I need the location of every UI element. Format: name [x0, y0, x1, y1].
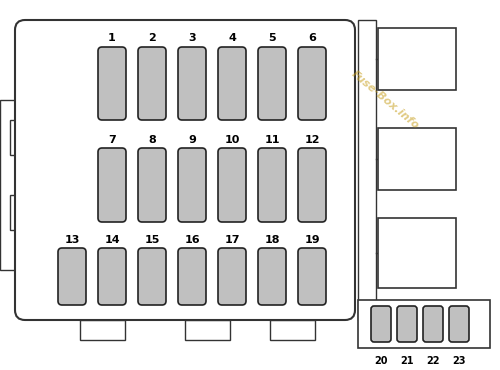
FancyBboxPatch shape [178, 148, 206, 222]
Text: 19: 19 [304, 235, 320, 245]
Text: 23: 23 [452, 356, 466, 366]
Text: 16: 16 [184, 235, 200, 245]
Text: 3: 3 [188, 33, 196, 43]
Text: 6: 6 [308, 33, 316, 43]
Text: 14: 14 [104, 235, 120, 245]
Bar [10, 195, 25, 230]
Text: 9: 9 [188, 135, 196, 145]
Text: 8: 8 [148, 135, 156, 145]
Text: 7: 7 [108, 135, 116, 145]
FancyBboxPatch shape [258, 248, 286, 305]
Text: 15: 15 [144, 235, 160, 245]
FancyBboxPatch shape [397, 306, 417, 342]
FancyBboxPatch shape [298, 248, 326, 305]
Bar [0, 100, 15, 270]
FancyBboxPatch shape [58, 248, 86, 305]
Bar [270, 320, 315, 340]
Text: 4: 4 [228, 33, 236, 43]
FancyBboxPatch shape [258, 148, 286, 222]
Text: 11: 11 [264, 135, 280, 145]
Text: 21: 21 [400, 356, 414, 366]
Text: 22: 22 [426, 356, 440, 366]
Text: 10: 10 [224, 135, 240, 145]
FancyBboxPatch shape [15, 20, 355, 320]
FancyBboxPatch shape [138, 47, 166, 120]
FancyBboxPatch shape [449, 306, 469, 342]
Text: 5: 5 [268, 33, 276, 43]
Bar [185, 320, 230, 340]
Bar [358, 300, 490, 348]
Text: 1: 1 [108, 33, 116, 43]
Text: 18: 18 [264, 235, 280, 245]
Bar [80, 320, 125, 340]
FancyBboxPatch shape [98, 47, 126, 120]
FancyBboxPatch shape [298, 47, 326, 120]
FancyBboxPatch shape [138, 248, 166, 305]
Bar [378, 218, 456, 288]
FancyBboxPatch shape [218, 148, 246, 222]
FancyBboxPatch shape [298, 148, 326, 222]
FancyBboxPatch shape [98, 248, 126, 305]
Bar [378, 28, 456, 90]
FancyBboxPatch shape [178, 248, 206, 305]
FancyBboxPatch shape [218, 248, 246, 305]
FancyBboxPatch shape [218, 47, 246, 120]
FancyBboxPatch shape [98, 148, 126, 222]
Text: 20: 20 [374, 356, 388, 366]
FancyBboxPatch shape [178, 47, 206, 120]
Text: 17: 17 [224, 235, 240, 245]
FancyBboxPatch shape [371, 306, 391, 342]
FancyBboxPatch shape [138, 148, 166, 222]
Text: 2: 2 [148, 33, 156, 43]
Bar [10, 120, 25, 155]
FancyBboxPatch shape [423, 306, 443, 342]
Text: 13: 13 [64, 235, 80, 245]
Bar [358, 20, 376, 320]
Bar [378, 128, 456, 190]
Text: Fuse-Box.info: Fuse-Box.info [350, 69, 420, 131]
Text: 12: 12 [304, 135, 320, 145]
FancyBboxPatch shape [258, 47, 286, 120]
